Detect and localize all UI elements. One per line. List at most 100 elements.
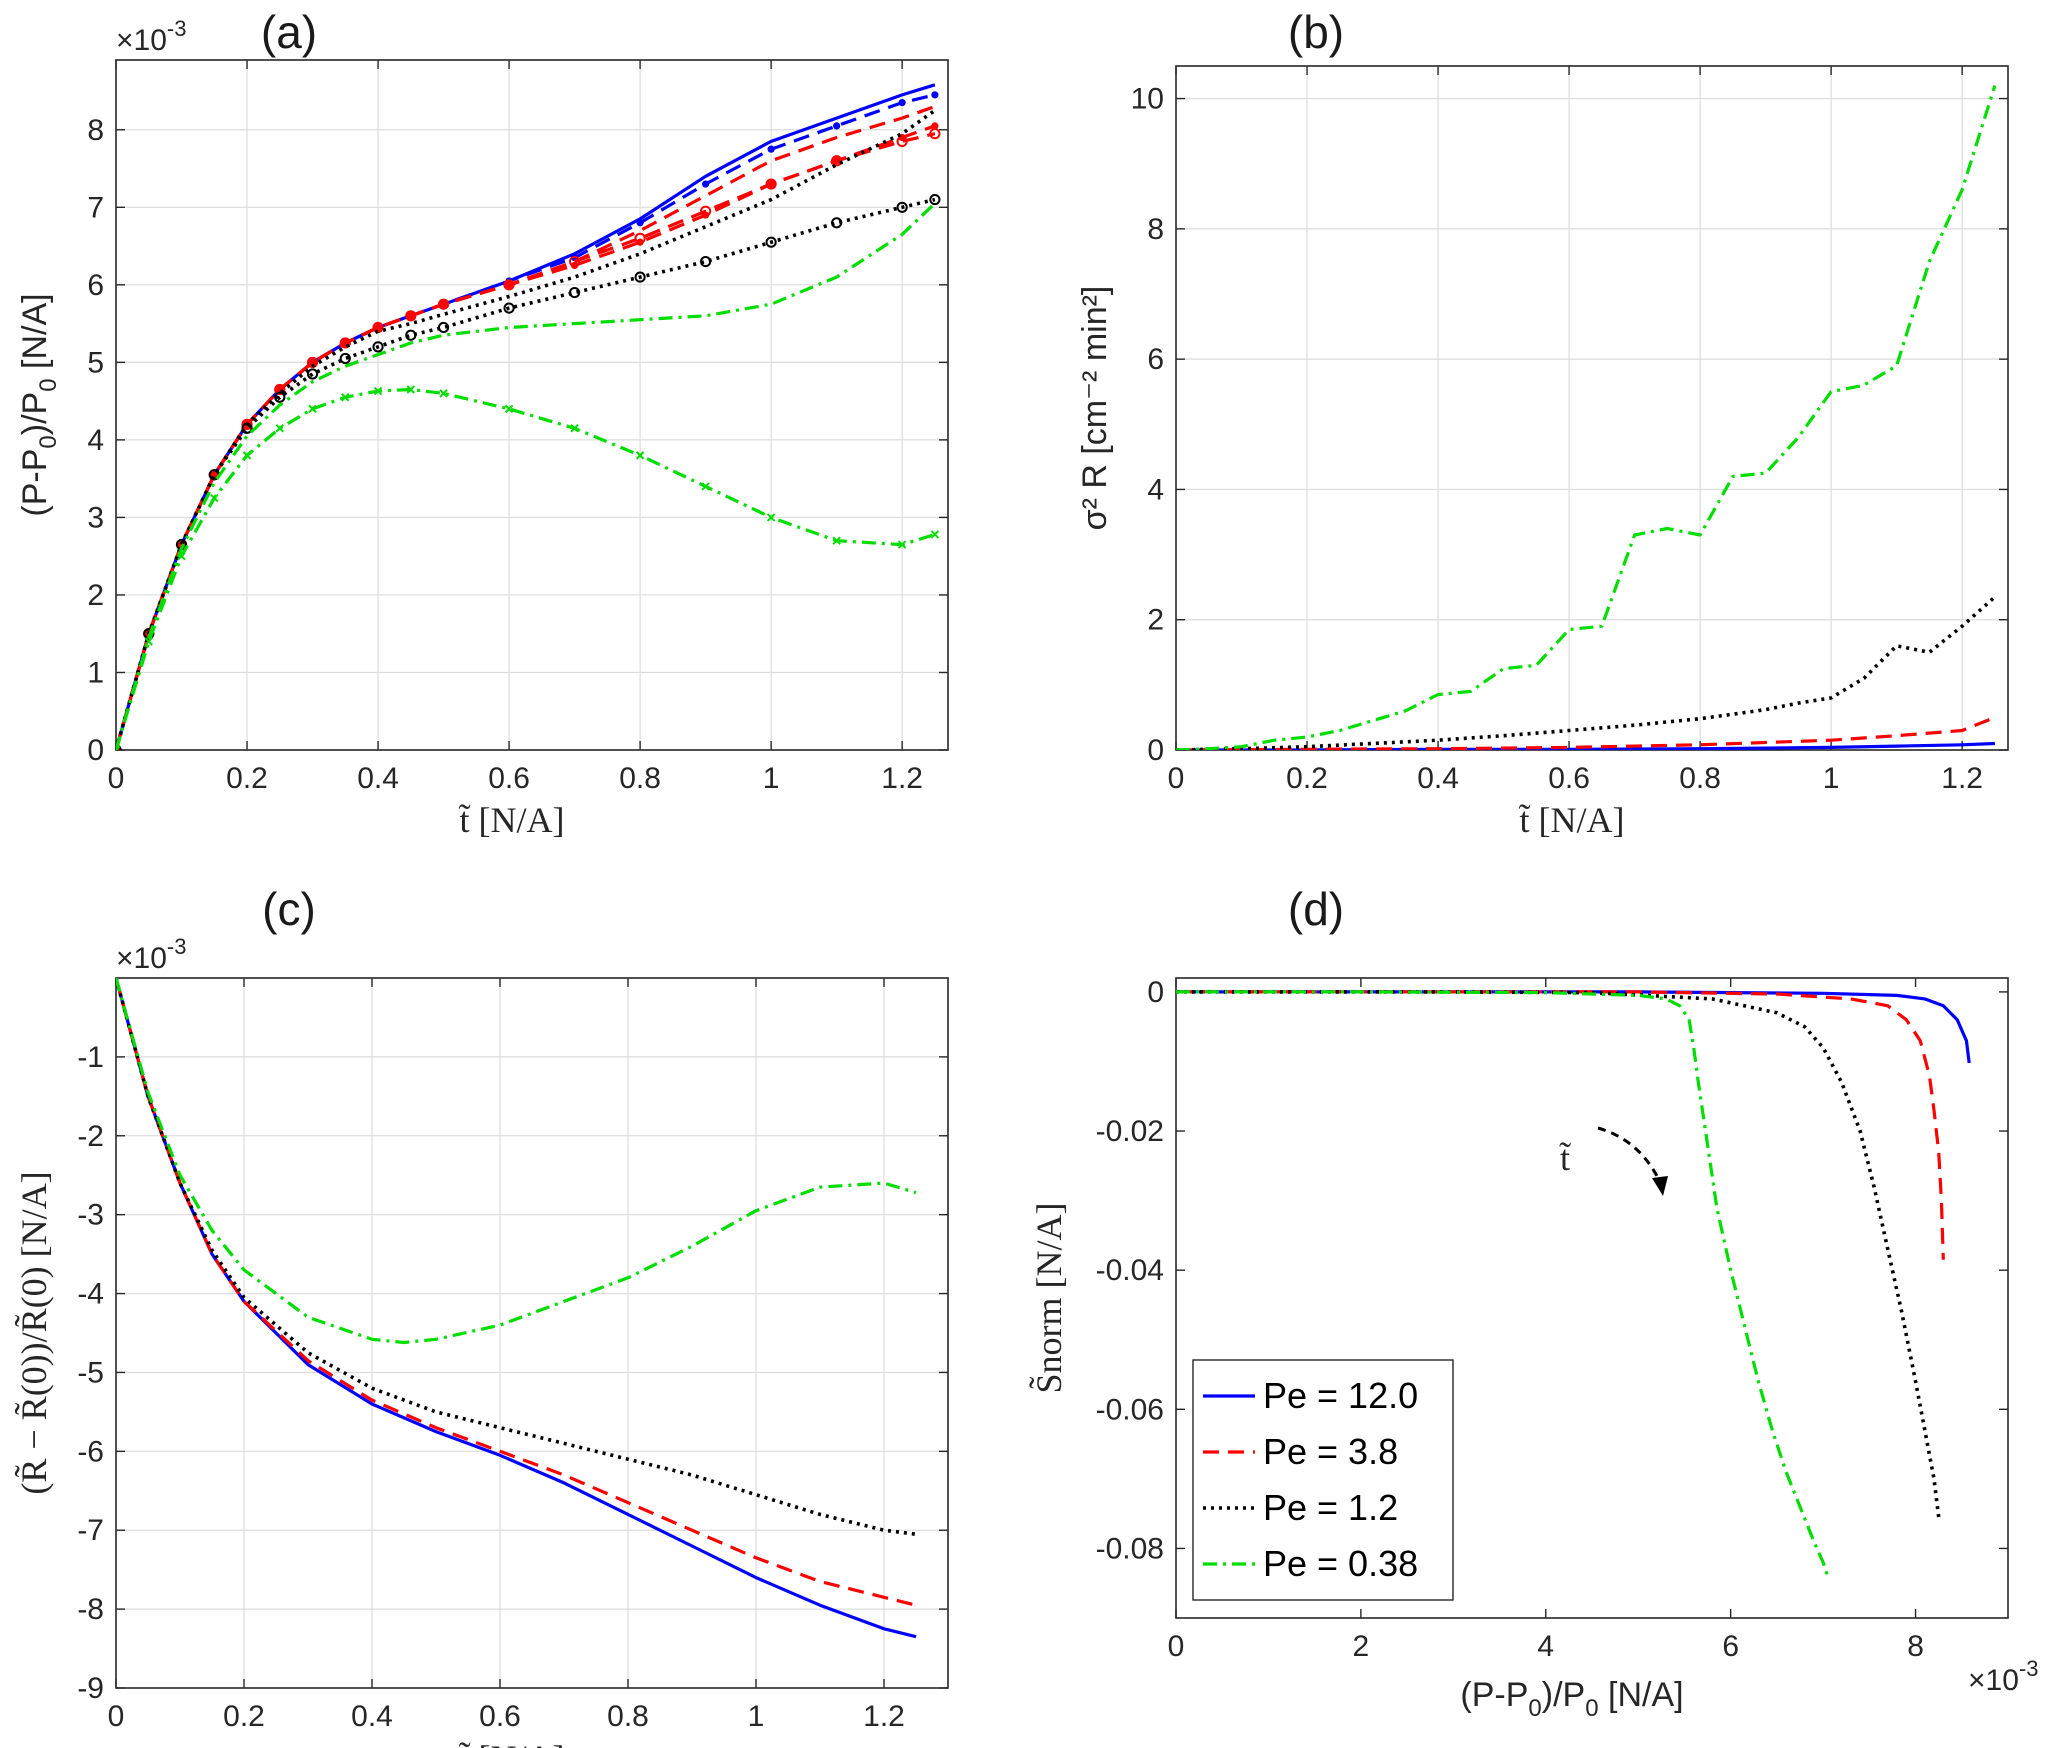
y-tick-label: 4 bbox=[87, 424, 104, 457]
y-tick-label: 10 bbox=[1131, 83, 1164, 116]
y-tick-label: -4 bbox=[77, 1278, 104, 1311]
y-tick-label: -0.06 bbox=[1096, 1393, 1164, 1426]
x-tick-label: 8 bbox=[1907, 1630, 1924, 1663]
exponent-base: ×10 bbox=[1968, 1664, 2019, 1697]
data-point bbox=[341, 393, 350, 402]
series-group bbox=[116, 83, 941, 750]
y-tick-label: 0 bbox=[1147, 976, 1164, 1009]
series-line bbox=[1176, 595, 1997, 750]
y-tick-label: -1 bbox=[77, 1041, 104, 1074]
x-label-part: )/P bbox=[1542, 1676, 1585, 1714]
y-tick-label: 3 bbox=[87, 501, 104, 534]
data-point bbox=[503, 302, 515, 314]
data-point bbox=[504, 404, 514, 414]
data-point bbox=[570, 261, 579, 270]
data-point bbox=[833, 122, 841, 130]
y-tick-label: -0.04 bbox=[1096, 1254, 1164, 1287]
series-line bbox=[116, 108, 936, 750]
data-point bbox=[896, 201, 908, 213]
series-group bbox=[1176, 990, 1971, 1577]
panel-a: 0 0.2 0.4 0.6 0.8 1 1.2 0 1 2 3 4 5 6 7 8 ×10-3 (a) t̃ [N/… bbox=[16, 6, 949, 840]
x-tick-label: 0.4 bbox=[351, 1700, 393, 1733]
y-tick-label: -3 bbox=[77, 1199, 104, 1232]
y-tick-label: -6 bbox=[77, 1435, 104, 1468]
y-axis-label: (P-P0)/P0 [N/A] bbox=[16, 293, 62, 516]
y-tick-label: -9 bbox=[77, 1672, 104, 1705]
data-point bbox=[274, 391, 286, 403]
y-tick-label: -5 bbox=[77, 1356, 104, 1389]
x-tick-label: 6 bbox=[1722, 1630, 1739, 1663]
data-point bbox=[372, 341, 384, 353]
data-point bbox=[568, 286, 581, 299]
data-point bbox=[306, 368, 319, 380]
data-point bbox=[832, 536, 841, 545]
y-tick-label: -0.02 bbox=[1096, 1115, 1164, 1148]
x-tick-label: 0.4 bbox=[1417, 762, 1459, 795]
data-point bbox=[274, 383, 286, 396]
data-point bbox=[241, 422, 253, 434]
data-point bbox=[308, 404, 317, 414]
series-line bbox=[116, 978, 917, 1536]
exponent-base: ×10 bbox=[116, 24, 167, 57]
data-point bbox=[765, 178, 777, 190]
data-point bbox=[339, 352, 351, 365]
y-tick-label: 4 bbox=[1147, 473, 1164, 506]
x-tick-label: 0 bbox=[1168, 762, 1185, 795]
x-tick-label: 1.2 bbox=[863, 1700, 905, 1733]
data-point bbox=[308, 358, 317, 366]
data-point bbox=[897, 540, 907, 549]
y-label-part: )/P bbox=[16, 392, 54, 435]
exponent-power: -3 bbox=[167, 16, 187, 41]
y-label-subscript: 0 bbox=[35, 435, 62, 448]
series-group bbox=[1176, 85, 1997, 750]
data-point bbox=[144, 637, 153, 646]
exponent-label: ×10-3 bbox=[116, 16, 186, 57]
legend-entry: Pe = 1.2 bbox=[1263, 1487, 1398, 1528]
series-line bbox=[1176, 741, 1995, 750]
legend-entry: Pe = 0.38 bbox=[1263, 1543, 1418, 1584]
series-group bbox=[116, 978, 917, 1639]
data-point bbox=[406, 385, 416, 394]
exponent-label: ×10-3 bbox=[116, 934, 186, 975]
data-point bbox=[374, 323, 382, 332]
y-tick-label: 2 bbox=[1147, 604, 1164, 637]
x-tick-label: 0.2 bbox=[1286, 762, 1328, 795]
panel-d: 0 2 4 6 80-0.02-0.04-0.06-0.08×10-3(d)(P-P0)… bbox=[1029, 883, 2039, 1722]
x-tick-label: 0.6 bbox=[479, 1700, 521, 1733]
data-point bbox=[766, 513, 776, 522]
plot-area-b bbox=[1175, 65, 2009, 751]
series-line bbox=[116, 978, 917, 1345]
data-point bbox=[177, 551, 186, 561]
x-tick-label: 2 bbox=[1353, 1630, 1370, 1663]
panel-c: 0 0.2 0.4 0.6 0.8 1 1.2-9-8-7-6-5-4-3-2-1×10-3… bbox=[14, 883, 949, 1748]
x-tick-label: 1.2 bbox=[881, 762, 923, 795]
data-point bbox=[437, 321, 450, 334]
x-tick-label: 0.8 bbox=[1679, 762, 1721, 795]
exponent-power: -3 bbox=[2019, 1656, 2039, 1681]
x-tick-label: 0 bbox=[108, 1700, 125, 1733]
x-tick-label: 0 bbox=[108, 762, 125, 795]
data-point bbox=[831, 217, 843, 229]
x-tick-label: 0 bbox=[1168, 1630, 1185, 1663]
y-tick-label: -7 bbox=[77, 1514, 104, 1547]
data-point bbox=[439, 389, 448, 398]
exponent-label: ×10-3 bbox=[1968, 1656, 2038, 1697]
data-point bbox=[339, 337, 351, 349]
data-point bbox=[929, 193, 941, 206]
y-tick-label: 8 bbox=[87, 114, 104, 147]
y-axis-label: σ² R [cm⁻² min²] bbox=[1076, 286, 1114, 531]
y-tick-label: 7 bbox=[87, 191, 104, 224]
x-tick-label: 0.8 bbox=[619, 762, 661, 795]
data-point bbox=[833, 157, 841, 165]
data-point bbox=[439, 300, 448, 308]
data-point bbox=[373, 386, 383, 396]
panel-title: (a) bbox=[261, 6, 317, 58]
y-tick-label: -0.08 bbox=[1096, 1532, 1164, 1565]
data-point bbox=[931, 122, 939, 130]
x-tick-label: 0.6 bbox=[488, 762, 530, 795]
exponent-power: -3 bbox=[167, 934, 187, 959]
data-point bbox=[701, 482, 710, 491]
x-tick-label: 1.2 bbox=[1941, 762, 1983, 795]
data-point bbox=[767, 180, 775, 188]
